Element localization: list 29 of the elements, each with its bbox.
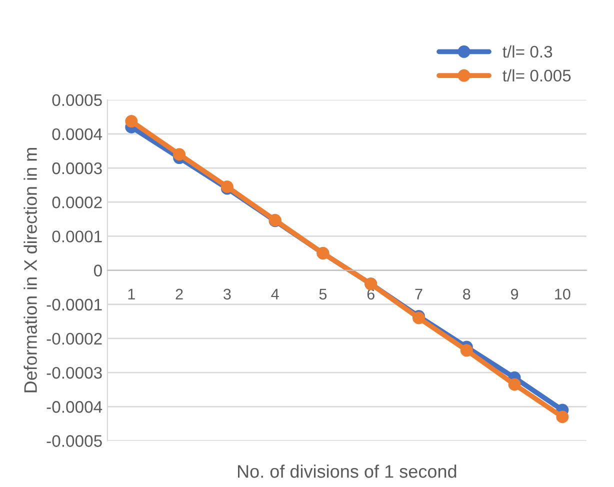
y-tick-label: 0.0001: [52, 230, 102, 242]
point: [460, 344, 473, 357]
y-tick-label: 0: [94, 264, 102, 276]
x-tick-label: 10: [555, 288, 570, 300]
x-tick-label: 3: [224, 288, 231, 300]
point: [508, 378, 521, 391]
x-tick-label: 8: [463, 288, 470, 300]
point: [556, 410, 569, 424]
x-tick-label: 7: [415, 288, 422, 300]
point: [125, 115, 138, 128]
x-tick-label: 5: [319, 288, 327, 300]
x-tick-label: 2: [176, 288, 183, 300]
y-tick-label: 0.0003: [52, 162, 102, 174]
y-tick-label: -0.0002: [46, 332, 102, 345]
y-tick-label: -0.0004: [46, 401, 102, 413]
y-tick-label: -0.0001: [46, 298, 102, 311]
y-tick-label: -0.0005: [46, 435, 102, 447]
x-axis-title: No. of divisions of 1 second: [238, 464, 456, 478]
y-tick-label: 0.0004: [52, 128, 102, 140]
y-axis-title: Deformation in X direction in m: [24, 148, 37, 392]
point: [173, 148, 186, 161]
legend-label: t/l= 0.3: [502, 45, 552, 58]
y-tick-label: 0.0005: [52, 94, 102, 106]
y-tick-label: -0.0003: [46, 366, 102, 379]
x-tick-label: 4: [271, 288, 279, 300]
y-tick-label: 0.0002: [52, 196, 102, 208]
x-tick-label: 1: [128, 288, 135, 300]
legend-label: t/l= 0.005: [502, 69, 571, 82]
x-tick-label: 9: [511, 288, 518, 300]
